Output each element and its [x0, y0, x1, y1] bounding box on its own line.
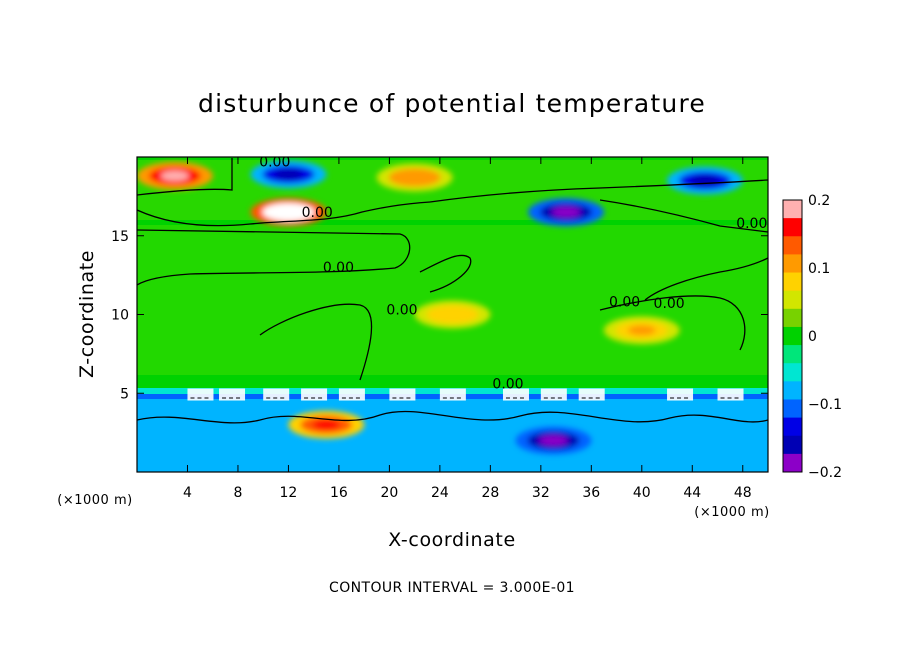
colorbar-swatch: [783, 399, 802, 419]
x-tick-label: 16: [330, 485, 348, 501]
white-streak: [540, 388, 567, 401]
x-tick-label: 40: [633, 485, 651, 501]
colorbar-tick-label: 0.2: [808, 193, 830, 209]
field-feature-peak: [552, 207, 581, 218]
colorbar-tick-label: −0.2: [808, 465, 842, 481]
white-streak: [187, 388, 214, 401]
contour-label: 0.00: [386, 303, 417, 319]
x-tick-label: 4: [183, 485, 192, 501]
y-tick-label: 10: [111, 308, 129, 324]
contour-label: 0.00: [492, 377, 523, 393]
white-streak: [389, 388, 416, 401]
x-tick-label: 32: [532, 485, 550, 501]
contour-line: [137, 201, 431, 227]
colorbar-swatch: [783, 308, 802, 328]
field-feature-peak: [160, 170, 189, 181]
colorbar-frame: [782, 199, 803, 473]
contour-label: 0.00: [259, 154, 290, 170]
colorbar-swatch: [783, 417, 802, 437]
mid-band: [137, 225, 768, 375]
x-axis-label: X-coordinate: [388, 529, 515, 551]
upper-band: [137, 160, 768, 220]
colorbar-swatch: [783, 435, 802, 455]
x-tick-label: 28: [481, 485, 499, 501]
contour-line: [599, 295, 746, 351]
y-axis: 5 10 15: [111, 229, 768, 402]
x-tick-label: 20: [380, 485, 398, 501]
contour-label: 0.00: [609, 295, 640, 311]
x-tick-label: 36: [582, 485, 600, 501]
x-axis-unit-left: (×1000 m): [57, 493, 132, 508]
colorbar-swatch: [783, 345, 802, 364]
field-features: [137, 160, 743, 455]
white-streak: [338, 388, 365, 401]
contour-line: [137, 229, 411, 286]
y-axis-label: Z-coordinate: [76, 250, 98, 378]
colorbar-swatch: [783, 254, 802, 274]
contour-lines: [137, 158, 768, 424]
contour-label: 0.00: [654, 296, 685, 312]
white-streak: [717, 388, 744, 401]
contour-line: [419, 254, 472, 293]
x-tick-label: 12: [280, 485, 298, 501]
colorbar-swatch: [783, 272, 802, 292]
colorbar-tick-label: 0: [808, 329, 817, 345]
white-streak: [219, 388, 246, 401]
x-tick-label: 8: [233, 485, 242, 501]
contour-line: [137, 158, 233, 196]
colorbar-swatch: [783, 200, 802, 219]
contour-line: [644, 257, 768, 301]
y-tick-label: 15: [111, 229, 129, 245]
colorbar-swatch: [783, 236, 802, 255]
contour-line: [259, 303, 373, 381]
x-tick-label: 48: [734, 485, 752, 501]
contour-line: [137, 410, 768, 424]
field-feature-peak: [312, 419, 341, 430]
colorbar-swatch: [783, 381, 802, 400]
contour-labels: 0.00 0.00 0.00 0.00 0.00 0.00 0.00 0.00: [259, 154, 767, 393]
chart-title: disturbunce of potential temperature: [198, 89, 706, 118]
colorbar-swatch: [783, 453, 802, 473]
colorbar-swatch: [783, 290, 802, 310]
y-tick-label: 5: [120, 386, 129, 402]
white-streak: [301, 388, 328, 401]
white-streak: [439, 388, 466, 401]
field-feature-peak: [539, 435, 568, 446]
white-streak: [263, 388, 290, 401]
colorbar: 0.2 0.1 0 −0.1 −0.2: [782, 193, 842, 481]
field-feature-peak: [274, 169, 303, 180]
field-feature-peak: [274, 207, 303, 218]
contour-label: 0.00: [736, 216, 767, 232]
colorbar-swatch: [783, 363, 802, 382]
colorbar-swatch: [783, 326, 802, 346]
contour-label: 0.00: [302, 205, 333, 221]
colorbar-tick-label: 0.1: [808, 261, 830, 277]
x-tick-label: 24: [431, 485, 449, 501]
x-tick-label: 44: [683, 485, 701, 501]
field-feature-peak: [627, 325, 656, 336]
contour-line: [599, 199, 768, 233]
field-feature-peak: [400, 172, 429, 183]
x-axis-unit-right: (×1000 m): [694, 505, 769, 520]
x-axis: 4 8 12 16 20 24 28 32 36 40 44 48: [183, 157, 752, 501]
field-feature-peak: [438, 309, 467, 320]
colorbar-tick-label: −0.1: [808, 397, 842, 413]
contour-interval-note: CONTOUR INTERVAL = 3.000E-01: [329, 580, 575, 596]
white-streaks: [187, 388, 744, 401]
contour-label: 0.00: [323, 260, 354, 276]
white-streak: [578, 388, 605, 401]
colorbar-swatch: [783, 218, 802, 237]
contour-line: [429, 179, 768, 203]
lower-layer: [137, 399, 768, 472]
white-streak: [667, 388, 694, 401]
heatmap-plot: 0.00 0.00 0.00 0.00 0.00 0.00 0.00 0.00: [136, 154, 769, 473]
